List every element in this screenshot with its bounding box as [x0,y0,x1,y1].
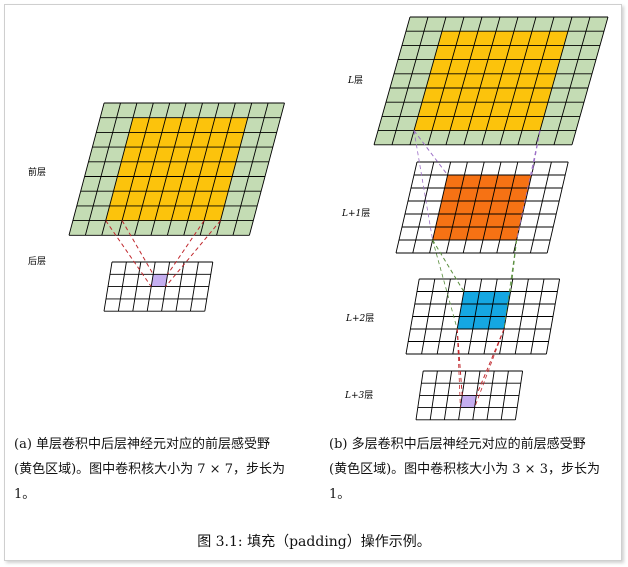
layer-grid-1-line [429,161,452,254]
projection-line-a [105,220,152,287]
layer-grid-1-line [513,161,536,254]
projection-line-l2-l3 [475,328,505,396]
layer-grid-1-highlight [432,175,532,240]
layer-grid-1-line [496,161,519,254]
grid-layers [68,16,609,421]
layer-grid-0-line [463,16,501,145]
caption-a-line: (a) 单层卷积中后层神经元对应的前层感受野 [14,437,271,452]
layer-grid-0-line [391,16,429,145]
projection-line-l1-l2 [432,239,465,292]
layer-grid-1-line [546,161,569,254]
front-grid-line [84,102,121,236]
front-grid-line [150,102,187,236]
label-front-layer: 前层 [28,166,46,178]
caption-b-line: (b) 多层卷积中后层神经元对应的前层感受野 [329,437,586,452]
front-grid-line [117,102,154,236]
front-grid-line [101,102,138,236]
layer-grid-1-line [412,161,435,254]
front-grid-line [166,102,203,236]
label-layer-l1: L+1层 [341,208,370,219]
projection-line-a [121,220,154,275]
layer-grid-2-highlight [457,291,511,329]
figure-caption: 图 3.1: 填充（padding）操作示例。 [197,534,431,550]
layer-grid-3-highlight [460,395,477,408]
layer-grid-0-line [445,16,483,145]
projection-line-a [167,220,205,275]
layer-grid-0-line [517,16,555,145]
projection-line-a [165,220,221,287]
front-grid-line [134,102,171,236]
front-grid-line [68,102,105,236]
layer-grid-0-line [481,16,519,145]
front-grid-line [232,102,269,236]
front-grid-highlight [105,117,248,221]
label-back-layer: 后层 [28,256,46,267]
layer-grid-0-line [571,16,609,145]
layer-grid-1-line [445,161,468,254]
caption-b-line: (黄色区域)。图中卷积核大小为 3 × 3，步长为 [329,462,600,477]
layer-grid-0-line [553,16,591,145]
layer-grid-1-line [395,161,418,254]
front-grid-line [248,102,285,236]
front-grid-line [199,102,236,236]
label-layer-l: L层 [347,75,363,86]
caption-a-line: 1。 [14,487,36,502]
front-grid-line [183,102,220,236]
label-layer-l2: L+2层 [345,313,374,324]
projection-line-l-l1 [516,130,541,241]
caption-b: (b) 多层卷积中后层神经元对应的前层感受野 (黄色区域)。图中卷积核大小为 3… [329,432,619,507]
caption-a-line: (黄色区域)。图中卷积核大小为 7 × 7，步长为 [14,462,285,477]
projection-line-l-l1 [413,130,433,241]
layer-grid-0-line [373,16,411,145]
layer-grid-0-line [409,16,447,145]
layer-grid-1-line [479,161,502,254]
projection-line-l2-l3 [456,328,461,408]
projection-line-l-l1 [413,130,448,176]
layer-grid-0-line [427,16,465,145]
projection-lines [105,130,541,408]
projection-line-l1-l2 [432,239,458,330]
caption-b-line: 1。 [329,487,351,502]
layer-grid-1-line [529,161,552,254]
front-grid-line [216,102,253,236]
back-grid-highlight [151,274,168,287]
layer-grid-0-line [535,16,573,145]
label-layer-l3: L+3层 [344,390,373,401]
layer-grid-0-highlight [414,31,568,131]
caption-a: (a) 单层卷积中后层神经元对应的前层感受野 (黄色区域)。图中卷积核大小为 7… [14,432,310,507]
layer-grid-0-line [499,16,537,145]
projection-line-l1-l2 [503,239,517,330]
layer-grid-1-line [462,161,485,254]
